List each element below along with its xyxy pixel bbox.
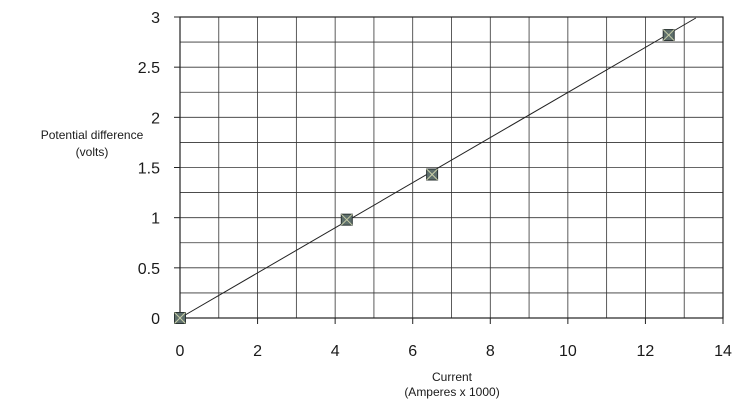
x-tick-label: 2 bbox=[253, 343, 262, 360]
data-point-cross bbox=[174, 312, 186, 324]
x-tick-label: 4 bbox=[331, 343, 340, 360]
trend-line bbox=[179, 17, 697, 319]
x-tick-label: 0 bbox=[176, 343, 185, 360]
y-tick-label: 0.5 bbox=[138, 261, 160, 278]
y-tick-label: 1 bbox=[151, 211, 160, 228]
data-point bbox=[174, 312, 186, 324]
x-tick-label: 6 bbox=[408, 343, 417, 360]
x-axis-label-line2: (Amperes x 1000) bbox=[404, 385, 499, 399]
y-tick-label: 2 bbox=[151, 110, 160, 127]
data-points bbox=[174, 29, 675, 324]
data-point bbox=[340, 213, 353, 226]
data-point-cross bbox=[662, 29, 675, 41]
data-point bbox=[662, 29, 675, 42]
y-tick-label: 2.5 bbox=[138, 60, 160, 77]
data-point-cross bbox=[426, 168, 438, 181]
grid bbox=[180, 17, 723, 318]
y-axis-label-line1: Potential difference bbox=[41, 128, 144, 142]
x-tick-label: 10 bbox=[559, 343, 577, 360]
y-axis-label-line2: (volts) bbox=[76, 145, 109, 159]
y-tick-label: 3 bbox=[151, 10, 160, 27]
y-tick-label: 1.5 bbox=[138, 161, 160, 178]
data-point-cross bbox=[340, 213, 353, 226]
y-tick-label: 0 bbox=[151, 311, 160, 328]
y-tick-labels: 0 0.5 1 1.5 2 2.5 3 bbox=[138, 10, 160, 328]
x-tick-label: 12 bbox=[637, 343, 655, 360]
axes bbox=[174, 16, 724, 324]
x-tick-label: 14 bbox=[714, 343, 732, 360]
x-tick-labels: 0 2 4 6 8 10 12 14 bbox=[176, 343, 732, 360]
data-point bbox=[426, 168, 439, 181]
x-axis-label-line1: Current bbox=[432, 370, 473, 384]
x-tick-label: 8 bbox=[486, 343, 495, 360]
